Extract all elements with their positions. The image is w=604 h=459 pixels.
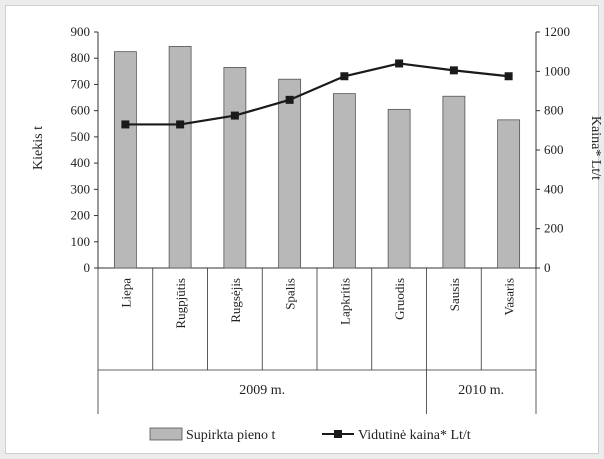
price-marker (285, 95, 294, 104)
legend: Supirkta pieno t Vidutinė kaina* Lt/t (149, 427, 471, 443)
bar (387, 108, 411, 269)
bar (168, 46, 192, 269)
y-right-tick-label: 0 (544, 260, 551, 275)
x-category-label: Gruodis (392, 278, 407, 320)
price-marker (449, 66, 458, 75)
y-right-tick-label: 1200 (544, 24, 570, 39)
price-marker (340, 72, 349, 81)
x-category-label: Lapkritis (337, 278, 352, 325)
price-line (125, 62, 509, 126)
legend-bar-label: Supirkta pieno t (186, 428, 276, 443)
bar (442, 95, 466, 269)
y-axis-left-title: Kiekis t (31, 126, 46, 170)
price-marker (504, 72, 513, 81)
legend-bar-swatch (149, 427, 183, 441)
y-left-tick-label: 800 (71, 50, 91, 65)
y-right-tick-label: 600 (544, 142, 564, 157)
x-category-label: Rugsėjis (228, 278, 243, 323)
bar (497, 119, 521, 269)
price-marker (176, 120, 185, 129)
y-left-tick-label: 400 (71, 155, 91, 170)
x-category-label: Rugpjūtis (173, 278, 188, 329)
y-left-tick-label: 500 (71, 129, 91, 144)
price-marker (230, 111, 239, 120)
x-category-label: Sausis (447, 278, 462, 311)
x-category-label: Liepa (118, 278, 133, 308)
legend-line-label: Vidutinė kaina* Lt/t (358, 428, 471, 443)
price-marker (395, 59, 404, 68)
bar (332, 93, 356, 269)
y-left-tick-label: 700 (71, 76, 91, 91)
y-right-tick-label: 200 (544, 221, 564, 236)
y-left-tick-label: 300 (71, 181, 91, 196)
y-right-tick-label: 800 (544, 103, 564, 118)
price-marker (121, 120, 130, 129)
y-left-tick-label: 900 (71, 24, 91, 39)
y-left-tick-label: 200 (71, 208, 91, 223)
plot-area: 0 100 200 300 400 500 600 700 800 900 0 200 400 600 80… (71, 24, 570, 414)
x-category-label: Spalis (283, 278, 298, 310)
bar (113, 51, 137, 269)
legend-line-marker (334, 430, 342, 438)
bar (278, 78, 302, 269)
x-group-label: 2009 m. (239, 383, 285, 398)
y-right-tick-label: 1000 (544, 63, 570, 78)
bar (223, 67, 247, 269)
y-left-tick-label: 100 (71, 234, 91, 249)
y-axis-right-title: Kaina* Lt/t (588, 116, 603, 180)
y-left-tick-label: 0 (84, 260, 91, 275)
x-group-label: 2010 m. (458, 383, 504, 398)
y-right-tick-label: 400 (544, 181, 564, 196)
x-category-label: Vasaris (502, 278, 517, 316)
y-left-tick-label: 600 (71, 103, 91, 118)
